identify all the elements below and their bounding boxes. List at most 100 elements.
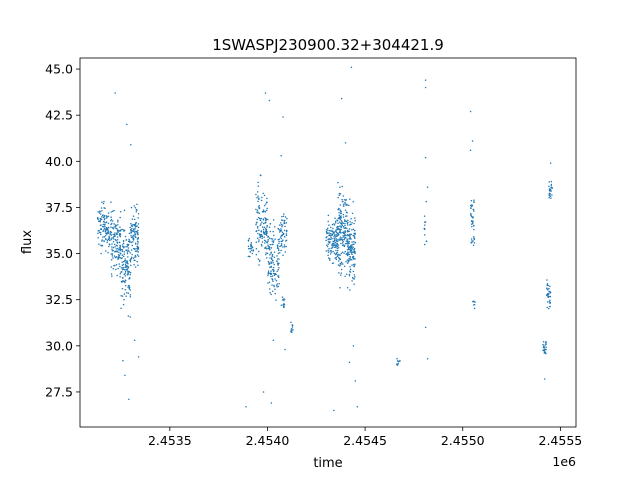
- data-point: [334, 234, 336, 236]
- data-point: [130, 236, 133, 239]
- data-point: [127, 249, 129, 251]
- data-point: [347, 254, 349, 257]
- data-point: [278, 238, 280, 240]
- data-point: [340, 211, 342, 213]
- data-point: [471, 140, 474, 142]
- x-tick-label: 2.4545: [343, 433, 387, 448]
- data-point: [264, 242, 266, 244]
- data-point: [278, 228, 280, 231]
- data-point: [126, 268, 128, 271]
- data-point: [283, 236, 286, 238]
- data-point: [258, 204, 260, 207]
- data-point: [341, 231, 344, 234]
- data-point: [129, 271, 132, 274]
- data-point: [329, 250, 331, 252]
- data-point: [283, 229, 286, 232]
- data-point: [339, 186, 341, 188]
- data-point: [248, 237, 251, 240]
- data-point: [335, 238, 338, 240]
- data-point: [280, 242, 283, 245]
- y-tick-label: 35.0: [45, 246, 73, 261]
- data-point: [114, 232, 116, 234]
- data-point: [126, 273, 129, 276]
- data-point: [136, 240, 139, 242]
- data-point: [284, 251, 287, 253]
- data-point: [265, 229, 267, 232]
- y-tick-label: 45.0: [45, 62, 73, 77]
- data-point: [116, 239, 119, 241]
- data-point: [257, 185, 260, 187]
- data-point: [137, 251, 140, 253]
- data-point: [129, 261, 132, 263]
- data-point: [105, 221, 107, 224]
- data-point: [549, 299, 551, 302]
- data-point: [136, 254, 139, 256]
- data-point: [474, 301, 476, 303]
- data-point: [258, 239, 260, 241]
- data-point: [331, 244, 333, 247]
- data-point: [350, 66, 353, 68]
- data-point: [344, 222, 346, 225]
- data-point: [280, 222, 282, 224]
- data-point: [247, 245, 250, 248]
- data-point: [281, 296, 284, 298]
- data-point: [348, 248, 350, 251]
- data-point: [333, 252, 336, 254]
- data-point: [273, 234, 275, 237]
- data-point: [549, 195, 552, 197]
- data-point: [136, 250, 138, 253]
- data-point: [396, 360, 399, 362]
- data-point: [340, 274, 342, 276]
- data-point: [133, 259, 136, 262]
- data-point: [133, 224, 136, 227]
- data-point: [263, 236, 265, 238]
- data-point: [258, 229, 260, 231]
- data-point: [472, 220, 474, 223]
- data-point: [326, 245, 329, 248]
- data-point: [259, 217, 261, 220]
- data-point: [353, 257, 355, 260]
- data-point: [114, 246, 116, 248]
- data-point: [343, 198, 346, 201]
- data-point: [285, 230, 288, 233]
- data-point: [110, 222, 113, 225]
- data-point: [279, 236, 282, 238]
- data-point: [117, 224, 119, 226]
- x-axis-label: time: [313, 456, 342, 471]
- data-point: [336, 228, 339, 231]
- data-point: [102, 226, 105, 228]
- data-point: [546, 306, 548, 309]
- data-point: [127, 315, 130, 317]
- data-point: [270, 275, 272, 278]
- data-point: [545, 352, 547, 355]
- data-point: [271, 275, 274, 277]
- data-point: [332, 242, 335, 245]
- data-point: [333, 235, 335, 238]
- data-point: [250, 242, 253, 244]
- data-point: [547, 292, 549, 295]
- data-point: [347, 229, 349, 232]
- data-point: [351, 253, 353, 256]
- data-point: [267, 246, 270, 248]
- data-point: [280, 237, 283, 240]
- data-point: [325, 250, 328, 252]
- data-point: [549, 162, 552, 164]
- data-point: [258, 212, 261, 215]
- data-point: [274, 288, 276, 290]
- data-point: [333, 233, 335, 235]
- data-point: [99, 219, 102, 222]
- data-point: [123, 251, 126, 253]
- data-point: [116, 274, 118, 277]
- data-point: [111, 237, 113, 239]
- data-point: [104, 230, 107, 233]
- data-point: [101, 210, 103, 212]
- data-point: [280, 219, 283, 221]
- data-point: [292, 329, 294, 331]
- data-point: [472, 244, 475, 247]
- data-point: [110, 223, 112, 226]
- data-point: [333, 244, 335, 247]
- data-point: [271, 284, 273, 286]
- data-point: [124, 266, 127, 268]
- data-point: [101, 244, 104, 247]
- data-point: [327, 254, 329, 257]
